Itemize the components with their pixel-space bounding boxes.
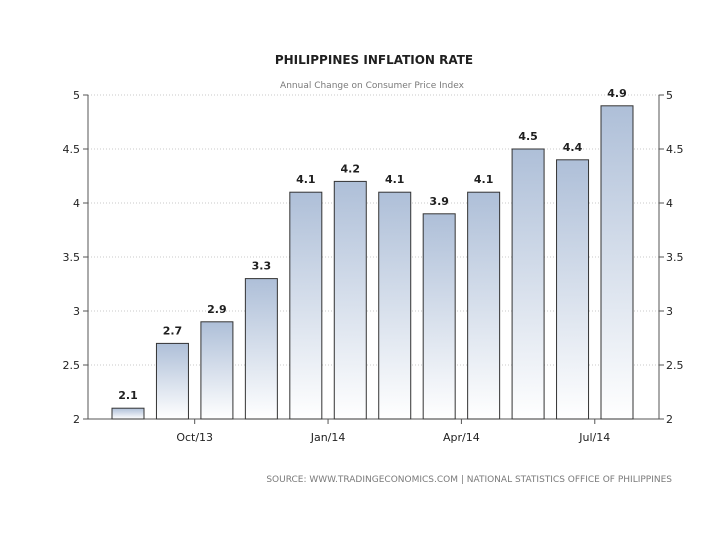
bar	[511, 148, 545, 420]
x-tick-labels: Oct/13 Jan/14 Apr/14 Jul/14	[176, 431, 610, 444]
y-tick-label-right: 2.5	[666, 359, 684, 372]
y-tick-label-right: 2	[666, 413, 673, 426]
bar	[333, 180, 367, 420]
bar	[600, 105, 634, 420]
bar	[155, 342, 189, 420]
y-tick-label-left: 4	[73, 197, 80, 210]
data-labels: 2.1 2.7 2.9 3.3 4.1 4.2 4.1 3.9 4.1 4.5 4.4 4.9	[118, 87, 627, 402]
bar	[244, 278, 278, 420]
y-tick-label-left: 3.5	[63, 251, 81, 264]
chart-title: PHILIPPINES INFLATION RATE	[275, 53, 473, 67]
axes	[83, 94, 664, 424]
bar	[556, 159, 590, 420]
data-label: 4.1	[385, 173, 405, 186]
x-tick-label: Apr/14	[443, 431, 480, 444]
y-tick-label-right: 5	[666, 89, 673, 102]
data-label: 2.9	[207, 303, 227, 316]
x-tick-label: Jan/14	[310, 431, 346, 444]
bar	[467, 191, 501, 420]
y-tick-label-left: 5	[73, 89, 80, 102]
data-label: 4.5	[518, 130, 538, 143]
data-label: 4.2	[341, 162, 361, 175]
y-tick-label-right: 3.5	[666, 251, 684, 264]
data-label: 3.3	[252, 260, 272, 273]
data-label: 4.1	[296, 173, 316, 186]
x-tick-label: Jul/14	[578, 431, 610, 444]
bar	[111, 407, 145, 420]
y-tick-label-right: 4	[666, 197, 673, 210]
data-label: 4.9	[607, 87, 627, 100]
source-note: SOURCE: WWW.TRADINGECONOMICS.COM | NATIO…	[266, 475, 672, 485]
y-tick-label-left: 2	[73, 413, 80, 426]
bar	[289, 191, 323, 420]
y-tick-label-left: 4.5	[63, 143, 81, 156]
bar	[422, 213, 456, 420]
y-tick-label-left: 3	[73, 305, 80, 318]
y-tick-label-left: 2.5	[63, 359, 81, 372]
y-tick-labels: 2 2 2.5 2.5 3 3 3.5 3.5 4 4 4.5 4.5 5 5	[63, 89, 684, 426]
bar	[200, 321, 234, 420]
bars	[111, 105, 634, 420]
data-label: 2.1	[118, 389, 138, 402]
data-label: 4.1	[474, 173, 494, 186]
bar	[378, 191, 412, 420]
chart-subtitle: Annual Change on Consumer Price Index	[280, 81, 465, 91]
y-tick-label-right: 3	[666, 305, 673, 318]
data-label: 3.9	[429, 195, 449, 208]
x-tick-label: Oct/13	[176, 431, 213, 444]
y-tick-label-right: 4.5	[666, 143, 684, 156]
data-label: 4.4	[563, 141, 583, 154]
data-label: 2.7	[163, 324, 183, 337]
